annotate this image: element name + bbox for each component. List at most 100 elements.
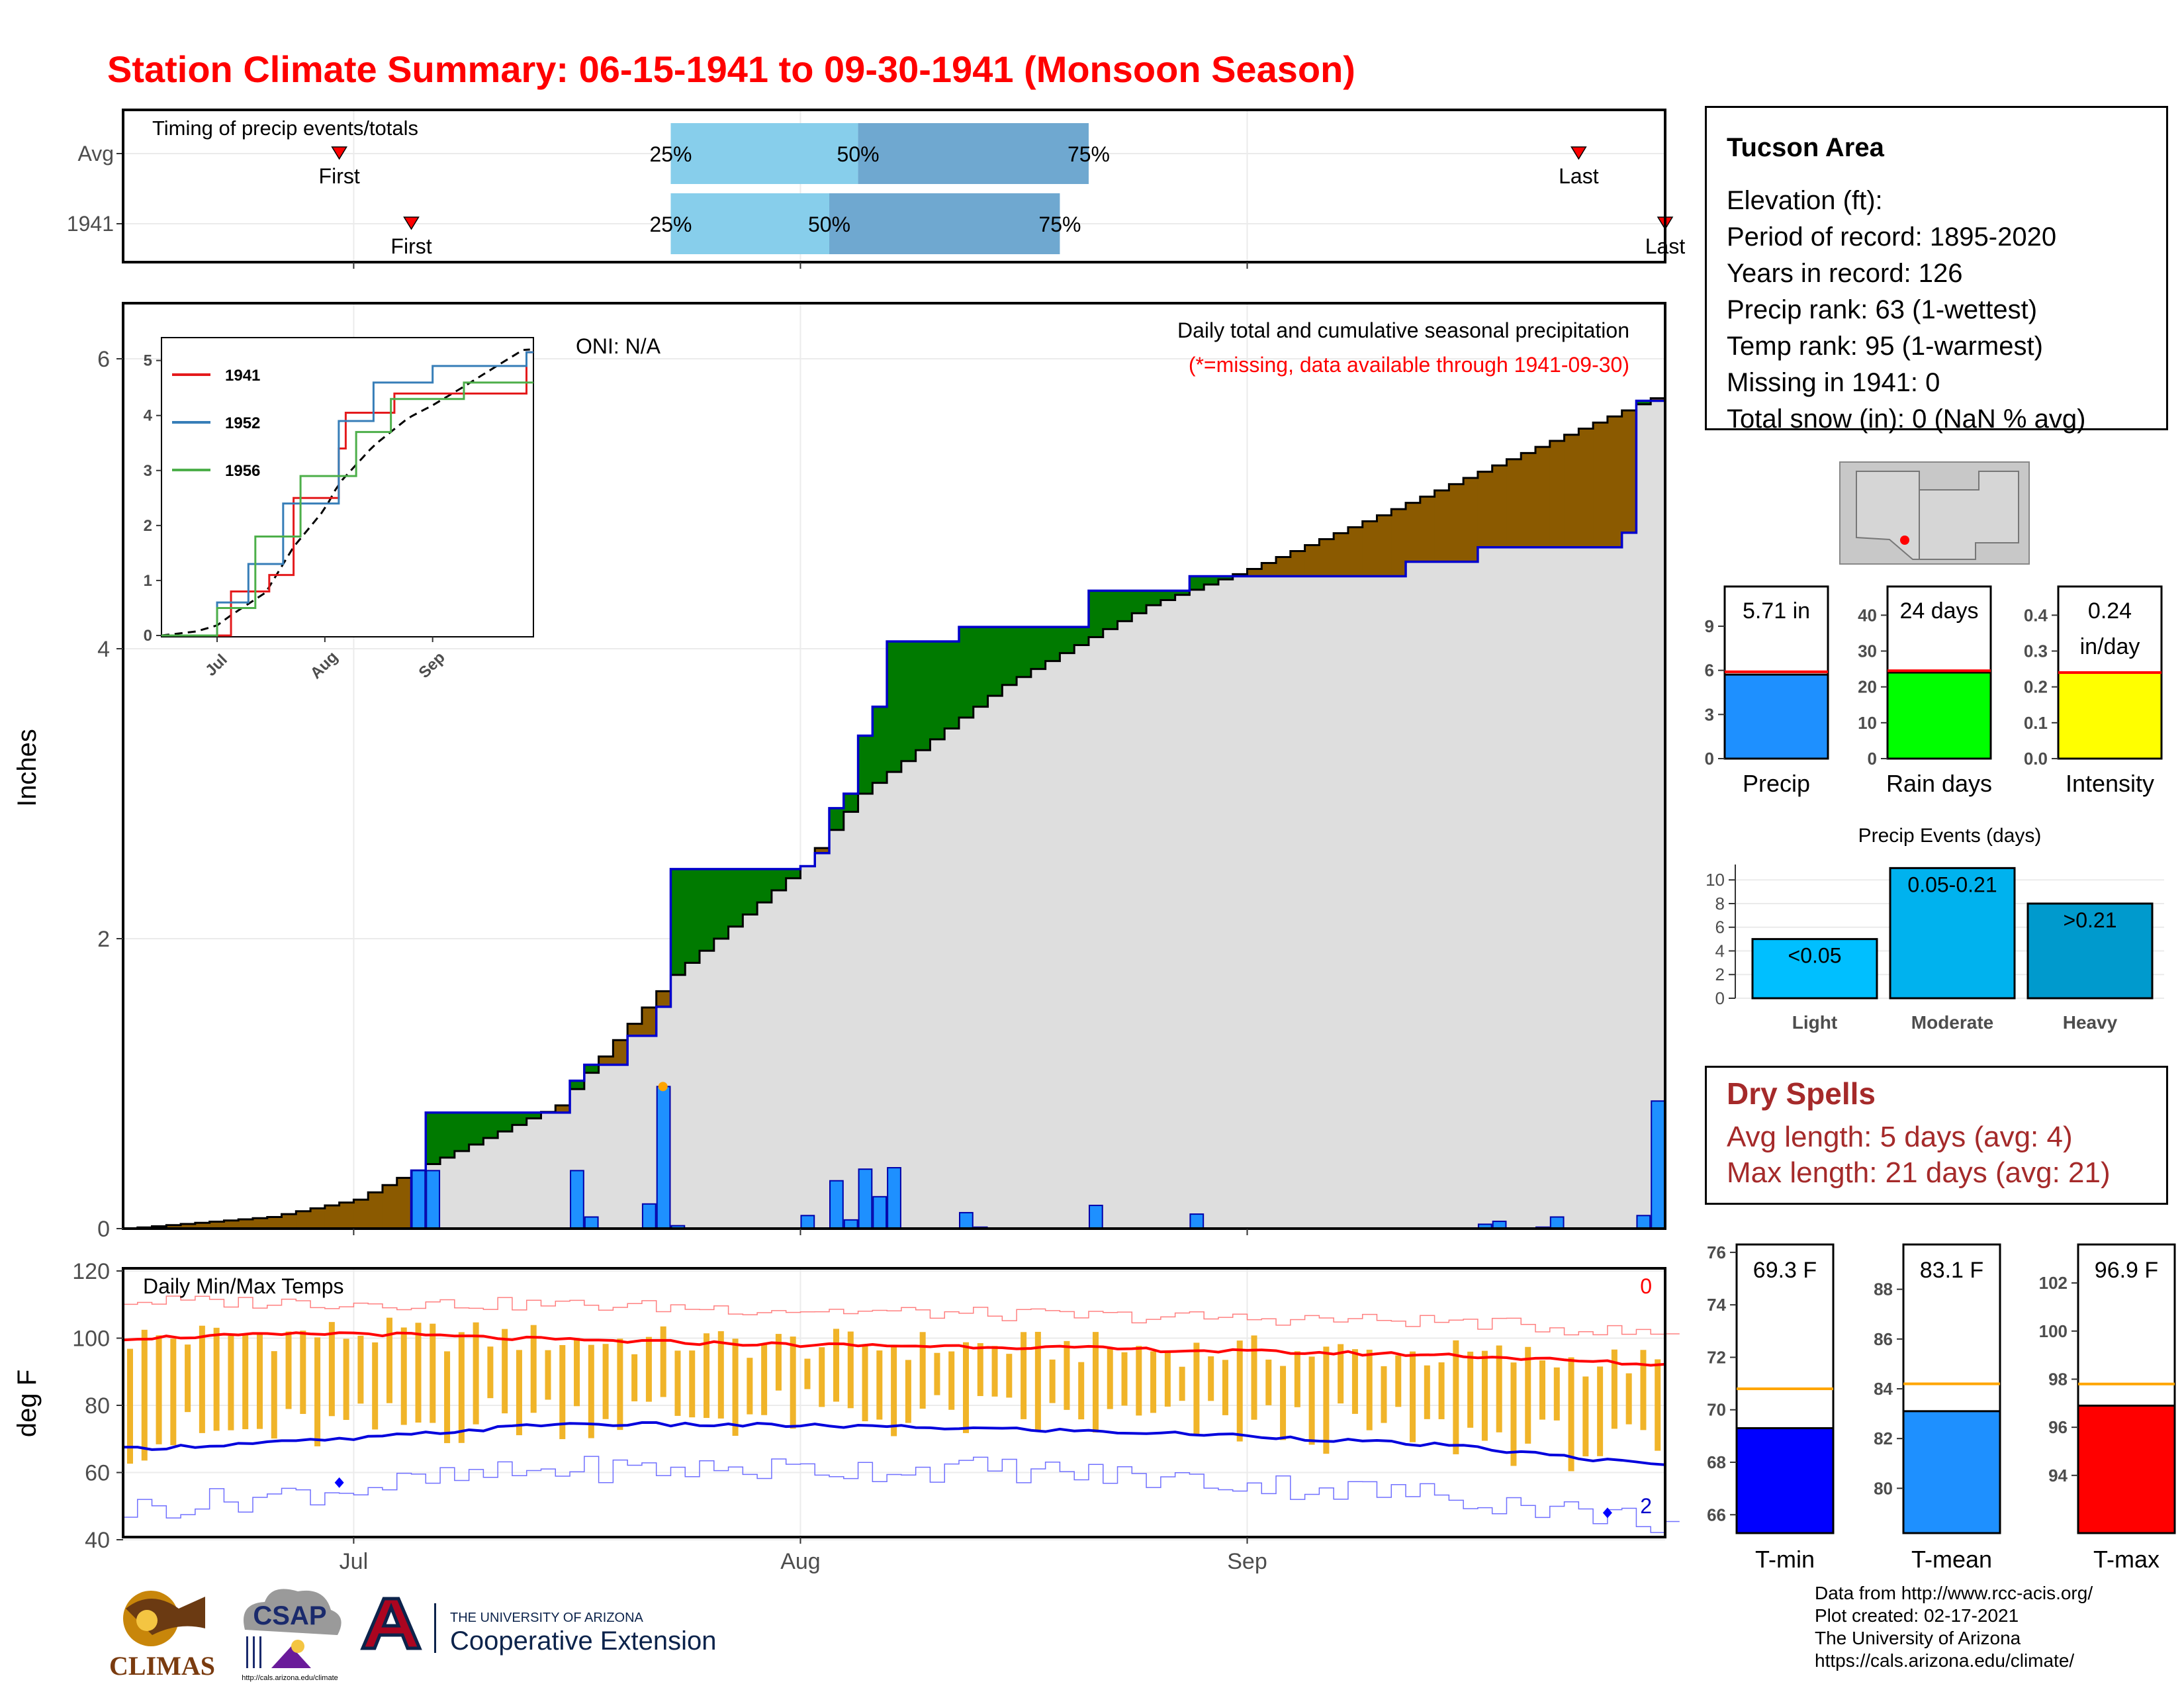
last-event-label: Last — [1559, 164, 1599, 188]
daily-temp-range-bar — [444, 1351, 451, 1444]
above-average-area — [973, 627, 989, 707]
precip-y-tick-label: 6 — [97, 347, 110, 372]
precip-events-bar — [1889, 867, 2016, 1000]
summary-y-tick-label: 0.3 — [2024, 641, 2048, 661]
ua-extension-logo: THE UNIVERSITY OF ARIZONA Cooperative Ex… — [357, 1595, 741, 1668]
daily-temp-range-bar — [228, 1335, 234, 1430]
daily-temp-range-bar — [1323, 1346, 1330, 1454]
temp-summary-y-tick-label: 82 — [1874, 1429, 1893, 1448]
summary-axis-label: Precip — [1743, 770, 1810, 797]
ua-university-text: THE UNIVERSITY OF ARIZONA — [450, 1611, 644, 1625]
inset-y-tick-label: 2 — [144, 517, 152, 535]
summary-y-tick-label: 30 — [1858, 641, 1877, 661]
daily-temp-range-bar — [1381, 1366, 1387, 1423]
footer-line: The University of Arizona — [1815, 1628, 2021, 1648]
temp-summary-y-tick-label: 94 — [2048, 1466, 2068, 1485]
above-average-area — [843, 794, 859, 812]
below-average-area — [1477, 471, 1493, 547]
below-average-area — [281, 1214, 296, 1229]
daily-temp-range-bar — [1655, 1359, 1661, 1451]
daily-temp-range-bar — [1136, 1346, 1142, 1416]
above-average-area — [1636, 400, 1651, 404]
above-average-area — [483, 1112, 498, 1139]
below-average-area — [1578, 428, 1594, 547]
temp-panel-label: Daily Min/Max Temps — [143, 1274, 343, 1298]
daily-temp-range-bar — [199, 1325, 205, 1433]
below-average-area — [1319, 539, 1334, 577]
daily-precip-bar — [829, 1180, 844, 1229]
above-average-area — [786, 868, 801, 878]
daily-temp-range-bar — [804, 1358, 811, 1389]
below-average-area — [224, 1220, 239, 1229]
above-average-area — [1030, 627, 1046, 669]
daily-temp-range-bar — [1467, 1351, 1474, 1428]
below-average-area — [641, 1008, 657, 1036]
daily-precip-bar — [958, 1211, 974, 1230]
temp-x-tick-label: Aug — [780, 1549, 821, 1574]
below-average-area — [1535, 447, 1551, 547]
daily-temp-range-bar — [574, 1338, 580, 1407]
temp-summary-y-tick-label: 80 — [1874, 1478, 1893, 1498]
daily-temp-range-bar — [962, 1342, 969, 1433]
daily-precip-bar — [872, 1196, 887, 1229]
inset-plot-frame — [161, 337, 534, 637]
below-average-area — [1521, 453, 1536, 547]
precip-events-title: Precip Events (days) — [1858, 825, 2042, 847]
precip-events-y-tick-label: 2 — [1715, 964, 1725, 984]
precip-y-axis-title: Inches — [13, 729, 42, 807]
daily-temp-range-bar — [1092, 1332, 1099, 1433]
precip-panel-border — [122, 302, 1666, 1230]
quartile-50-label: 50% — [808, 212, 850, 236]
daily-temp-range-bar — [1034, 1331, 1041, 1431]
below-average-area — [1276, 557, 1291, 577]
daily-temp-range-bar — [1006, 1354, 1013, 1398]
below-average-area — [1377, 515, 1392, 577]
above-average-area — [426, 1112, 441, 1164]
station-name: Tucson Area — [1727, 133, 1884, 162]
daily-temp-range-bar — [631, 1354, 638, 1401]
above-average-area — [1218, 576, 1234, 580]
daily-precip-bar — [656, 1086, 671, 1229]
below-average-area — [1304, 545, 1320, 577]
below-average-area — [1651, 398, 1666, 401]
daily-temp-range-bar — [1568, 1357, 1574, 1472]
below-average-area — [396, 1178, 412, 1229]
daily-temp-range-bar — [487, 1346, 494, 1399]
temp-summary-y-tick-label: 74 — [1707, 1295, 1726, 1315]
oni-label: ONI: N/A — [576, 334, 661, 358]
daily-temp-range-bar — [775, 1334, 782, 1391]
daily-temp-range-bar — [1236, 1340, 1243, 1442]
temp-y-tick-label: 60 — [85, 1461, 110, 1486]
info-temp-rank: Temp rank: 95 (1-warmest) — [1727, 332, 2043, 361]
daily-temp-range-bar — [458, 1332, 465, 1443]
inset-y-tick-label: 3 — [144, 462, 152, 480]
daily-temp-range-bar — [1453, 1340, 1459, 1454]
above-average-area — [901, 641, 917, 761]
below-average-area — [1347, 527, 1363, 577]
inset-y-tick-label: 1 — [144, 572, 152, 590]
summary-value-bar — [1723, 673, 1829, 760]
below-average-area — [1506, 459, 1522, 547]
ua-logo-graphic: THE UNIVERSITY OF ARIZONA Cooperative Ex… — [360, 1597, 716, 1656]
daily-temp-range-bar — [1338, 1344, 1344, 1404]
daily-temp-range-bar — [430, 1323, 436, 1423]
summary-value-label: 24 days — [1899, 598, 1978, 624]
above-average-area — [685, 868, 700, 963]
daily-temp-range-bar — [847, 1331, 854, 1409]
daily-temp-range-bar — [761, 1344, 768, 1415]
summary-axis-label: Intensity — [2066, 770, 2154, 797]
summary-y-tick-label: 0 — [1868, 749, 1877, 769]
daily-temp-range-bar — [1539, 1360, 1546, 1420]
daily-temp-range-bar — [1597, 1366, 1604, 1456]
precip-events-range: <0.05 — [1788, 944, 1842, 968]
above-average-area — [1204, 576, 1219, 585]
daily-temp-range-bar — [1294, 1351, 1300, 1407]
above-average-area — [1045, 627, 1061, 661]
precip-events-x-label: Light — [1792, 1012, 1837, 1033]
above-average-area — [1074, 627, 1089, 645]
daily-temp-range-bar — [213, 1327, 220, 1431]
daily-temp-range-bar — [530, 1325, 537, 1413]
temp-summary-y-tick-label: 66 — [1707, 1505, 1726, 1524]
temp-summary-y-tick-label: 86 — [1874, 1329, 1893, 1349]
above-average-area — [858, 735, 873, 794]
